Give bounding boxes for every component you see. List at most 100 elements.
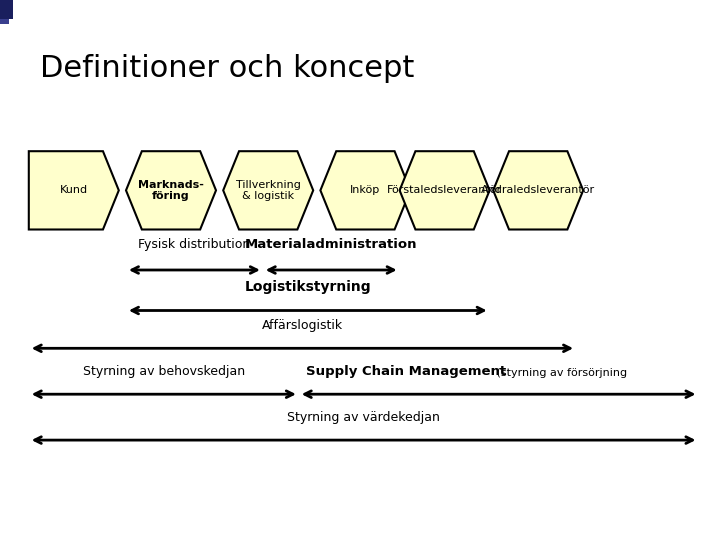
Bar [1, 0, 4, 24]
Bar [2, 0, 4, 24]
Bar [2, 0, 4, 24]
Bar [1, 0, 4, 24]
Bar [2, 0, 4, 24]
Text: Förstaledsleverantör: Förstaledsleverantör [387, 185, 502, 195]
Bar [1, 0, 3, 24]
Bar [1, 0, 4, 24]
Bar [2, 0, 4, 24]
Bar [1, 0, 3, 24]
Bar [1, 0, 3, 24]
Bar [1, 0, 4, 24]
Bar [1, 0, 4, 24]
Bar [2, 0, 5, 24]
Bar [1, 0, 4, 24]
Bar [2, 0, 4, 24]
Bar [1, 0, 3, 24]
Text: Styrning av värdekedjan: Styrning av värdekedjan [287, 411, 440, 424]
Bar [2, 0, 5, 24]
Bar [2, 0, 4, 24]
Polygon shape [400, 151, 490, 230]
Bar [2, 0, 4, 24]
Bar [1, 0, 3, 24]
Bar [1, 0, 4, 24]
Bar [2, 0, 4, 24]
Bar [1, 0, 3, 24]
Bar [1, 0, 4, 24]
Bar [1, 0, 4, 24]
Bar [0, 0, 3, 24]
Bar [0, 0, 2, 24]
Bar [1, 0, 4, 24]
Bar [2, 0, 4, 24]
Polygon shape [126, 151, 216, 230]
Bar [1, 0, 3, 24]
Bar [2, 0, 4, 24]
Bar [0, 0, 3, 24]
Bar [2, 0, 4, 24]
Bar [1, 0, 4, 24]
Bar [1, 0, 4, 24]
Bar [0, 0, 3, 24]
Bar [0, 0, 3, 24]
Bar [2, 0, 4, 24]
Bar [0, 0, 3, 24]
Bar [1, 0, 3, 24]
Bar [1, 0, 4, 24]
Bar [2, 0, 4, 24]
Bar [2, 0, 4, 24]
Bar [1, 0, 4, 24]
Bar [1, 0, 3, 24]
Text: Marknads-
föring: Marknads- föring [138, 179, 204, 201]
Bar [1, 0, 3, 24]
Bar [1, 0, 4, 24]
Bar [1, 0, 3, 24]
Bar [1, 0, 4, 24]
Bar [1, 0, 4, 24]
Bar [2, 0, 4, 24]
Bar [2, 0, 5, 24]
Bar [0, 0, 2, 24]
Text: Supply Chain Management: Supply Chain Management [306, 365, 506, 378]
Bar [1, 0, 3, 24]
Bar [1, 0, 4, 24]
Text: Definitioner och koncept: Definitioner och koncept [40, 54, 414, 83]
Bar [1, 0, 4, 24]
Bar [0, 0, 3, 24]
Bar [1, 0, 4, 24]
Bar [1, 0, 4, 24]
Bar [1, 0, 4, 24]
Bar [2, 0, 4, 24]
Bar [2, 0, 4, 24]
Bar [1, 0, 3, 24]
Bar [1, 0, 3, 24]
Bar [2, 0, 5, 24]
Bar [1, 0, 4, 24]
Bar [2, 0, 5, 24]
Bar [2, 0, 4, 24]
Bar [1, 0, 3, 24]
Bar [1, 0, 3, 24]
Bar [1, 0, 3, 24]
Bar [2, 0, 4, 24]
Bar [1, 0, 4, 24]
Bar [1, 0, 4, 24]
Bar [1, 0, 3, 24]
Bar [1, 0, 4, 24]
Bar [0, 0, 2, 24]
Bar [2, 0, 4, 24]
Bar [2, 0, 4, 24]
Bar [2, 0, 4, 24]
Bar [1, 0, 4, 24]
Bar [0, 0, 2, 24]
Bar [1, 0, 4, 24]
Bar [1, 0, 4, 24]
Bar [1, 0, 3, 24]
Bar [1, 0, 3, 24]
Bar [1, 0, 4, 24]
Bar [1, 0, 3, 24]
Text: Inköp: Inköp [350, 185, 381, 195]
Bar [1, 0, 3, 24]
Bar [1, 0, 4, 24]
Bar [2, 0, 4, 24]
Bar [1, 0, 4, 24]
